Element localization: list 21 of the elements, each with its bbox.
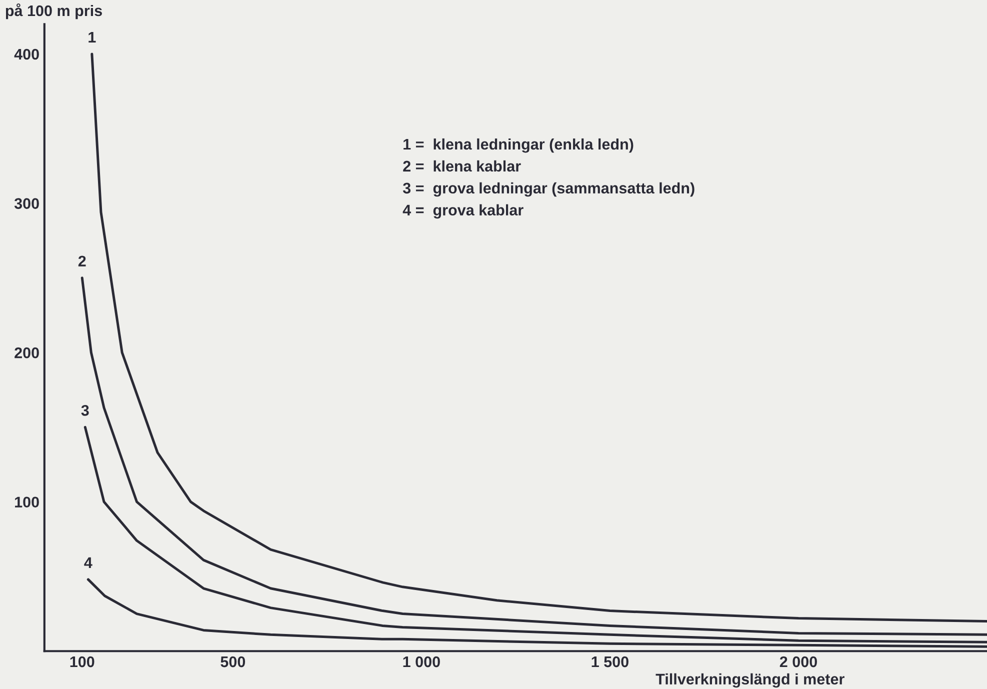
annotation: 1 xyxy=(88,32,96,42)
annotation: 2 xyxy=(78,256,86,266)
x-tick-label: 100 xyxy=(70,656,94,668)
annotation: 4 xyxy=(84,557,92,568)
line-series xyxy=(80,276,987,636)
x-tick-label: 500 xyxy=(220,656,246,668)
annotation: 3 = grova ledningar (sammansatta ledn) xyxy=(402,182,694,197)
y-tick-label: 100 xyxy=(15,496,39,508)
y-axis-title: på 100 m pris xyxy=(6,3,102,20)
annotation: 1 = klena ledningar (enkla ledn) xyxy=(404,138,634,153)
line-series xyxy=(90,52,987,622)
annotation: 2 = klena kablar xyxy=(403,160,521,172)
x-axis-title: Tillverkningslängd i meter xyxy=(656,673,844,688)
annotation: 3 xyxy=(81,405,89,416)
y-tick-label: 300 xyxy=(14,198,39,209)
x-tick-label: 1 000 xyxy=(403,656,440,668)
y-tick-label: 200 xyxy=(14,347,39,358)
x-tick-label: 2 000 xyxy=(780,656,817,668)
annotation: 4 = grova kablar xyxy=(402,204,524,219)
x-tick-label: 1 500 xyxy=(592,656,628,668)
y-tick-label: 400 xyxy=(14,48,39,60)
